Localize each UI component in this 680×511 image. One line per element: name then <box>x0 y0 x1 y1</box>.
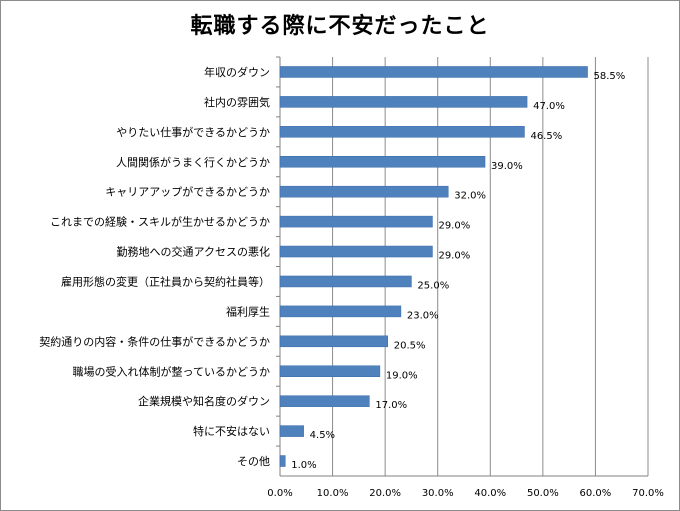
bar <box>279 425 304 437</box>
category-label: やりたい仕事ができるかどうか <box>116 125 270 139</box>
category-label: 社内の雰囲気 <box>204 95 270 109</box>
value-label: 58.5% <box>594 71 626 82</box>
x-tick-label: 20.0% <box>369 488 401 499</box>
value-label: 19.0% <box>386 370 418 381</box>
bar <box>279 96 528 108</box>
bar <box>279 245 433 258</box>
bar <box>279 66 588 78</box>
category-label: 契約通りの内容・条件の仕事ができるかどうか <box>39 334 270 348</box>
x-tick-label: 70.0% <box>632 488 664 499</box>
value-label: 23.0% <box>407 310 439 321</box>
bar <box>279 275 412 288</box>
value-label: 32.0% <box>454 191 486 202</box>
chart-title: 転職する際に不安だったこと <box>190 14 490 39</box>
bar <box>279 215 433 228</box>
bar <box>279 395 370 407</box>
value-label: 20.5% <box>394 340 426 351</box>
x-tick-label: 50.0% <box>527 488 559 499</box>
category-label: 雇用形態の変更（正社員から契約社員等） <box>61 274 270 288</box>
value-label: 47.0% <box>533 101 565 112</box>
bar <box>279 305 402 318</box>
bar <box>279 335 389 348</box>
x-tick-label: 10.0% <box>317 488 349 499</box>
value-label: 29.0% <box>438 251 470 262</box>
value-label: 4.5% <box>310 430 335 441</box>
category-label: これまでの経験・スキルが生かせるかどうか <box>50 215 270 229</box>
x-tick-label: 0.0% <box>267 488 292 499</box>
bar <box>279 455 286 467</box>
category-label: 勤務地への交通アクセスの悪化 <box>117 245 270 259</box>
category-label: その他 <box>237 455 270 468</box>
category-label: 特に不安はない <box>193 424 270 438</box>
value-label: 29.0% <box>438 221 470 232</box>
category-label: 人間関係がうまく行くかどうか <box>116 155 270 169</box>
category-label: 年収のダウン <box>204 65 270 79</box>
value-label: 17.0% <box>375 400 407 411</box>
x-tick-label: 30.0% <box>422 488 454 499</box>
bar <box>279 185 449 198</box>
value-label: 1.0% <box>291 460 316 471</box>
x-tick-label: 40.0% <box>474 488 506 499</box>
category-label: 職場の受入れ体制が整っているかどうか <box>73 364 270 378</box>
value-label: 46.5% <box>530 131 562 142</box>
category-label: キャリアアップができるかどうか <box>105 185 270 199</box>
bar <box>279 365 381 377</box>
x-tick-label: 60.0% <box>580 488 612 499</box>
bar <box>279 156 486 168</box>
category-label: 企業規模や知名度のダウン <box>138 394 270 408</box>
bar <box>279 126 525 138</box>
value-label: 25.0% <box>417 280 449 291</box>
category-label: 福利厚生 <box>226 304 270 318</box>
value-label: 39.0% <box>491 161 523 172</box>
